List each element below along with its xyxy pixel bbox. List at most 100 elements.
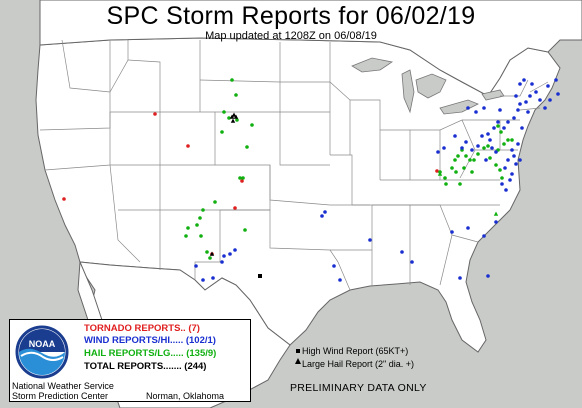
hail-report-marker	[227, 116, 231, 120]
hail-report-marker	[195, 223, 199, 227]
wind-report-marker	[486, 274, 490, 278]
wind-report-marker	[554, 78, 558, 82]
tornado-report-marker	[153, 112, 157, 116]
hail-report-marker	[198, 216, 202, 220]
hail-report-marker	[250, 123, 254, 127]
wind-report-marker	[514, 162, 518, 166]
wind-report-marker	[524, 100, 528, 104]
wind-report-marker	[476, 144, 480, 148]
wind-report-marker	[518, 158, 522, 162]
wind-report-marker	[503, 166, 507, 170]
wind-report-marker	[538, 98, 542, 102]
hail-report-marker	[220, 130, 224, 134]
wind-report-marker	[220, 260, 224, 264]
hail-report-marker	[205, 250, 209, 254]
legend-box: NOAA TORNADO REPORTS.. (7) WIND REPORTS/…	[9, 319, 251, 402]
wind-report-marker	[222, 254, 226, 258]
hail-report-marker	[506, 138, 510, 142]
hail-report-marker	[464, 154, 468, 158]
preliminary-notice: PRELIMINARY DATA ONLY	[290, 382, 427, 394]
hail-report-marker	[241, 176, 245, 180]
wind-report-marker	[211, 276, 215, 280]
hail-report-marker	[201, 208, 205, 212]
hail-report-marker	[186, 226, 190, 230]
tornado-report-count: TORNADO REPORTS.. (7)	[84, 323, 200, 334]
hail-report-marker	[443, 176, 447, 180]
wind-report-marker	[450, 230, 454, 234]
wind-report-marker	[332, 264, 336, 268]
large-hail-key-label: Large Hail Report (2" dia. +)	[302, 359, 414, 369]
wind-report-marker	[228, 252, 232, 256]
tornado-report-marker	[62, 197, 66, 201]
hail-report-marker	[454, 170, 458, 174]
large-hail-report-marker	[233, 114, 239, 119]
high-wind-report-marker	[258, 274, 262, 278]
wind-report-marker	[500, 182, 504, 186]
wind-report-marker	[494, 150, 498, 154]
wind-report-marker	[466, 226, 470, 230]
wind-report-marker	[368, 238, 372, 242]
wind-report-marker	[484, 158, 488, 162]
wind-report-marker	[514, 94, 518, 98]
large-hail-report-marker	[230, 118, 236, 123]
hail-report-marker	[238, 176, 242, 180]
wind-report-marker	[490, 146, 494, 150]
wind-report-marker	[504, 188, 508, 192]
hail-report-marker	[208, 256, 212, 260]
storm-report-markers	[62, 78, 560, 282]
wind-report-marker	[492, 126, 496, 130]
wind-report-marker	[548, 98, 552, 102]
wind-report-marker	[410, 260, 414, 264]
tornado-report-marker	[233, 206, 237, 210]
wind-report-marker	[506, 120, 510, 124]
hail-report-marker	[243, 228, 247, 232]
wind-report-marker	[320, 214, 324, 218]
wind-report-marker	[534, 90, 538, 94]
wind-report-marker	[556, 92, 560, 96]
wind-report-marker	[502, 126, 506, 130]
hail-report-marker	[499, 130, 503, 134]
wind-report-marker	[510, 172, 514, 176]
wind-report-marker	[194, 264, 198, 268]
hail-report-marker	[450, 166, 454, 170]
hail-report-marker	[437, 171, 443, 176]
wind-report-marker	[338, 278, 342, 282]
large-hail-report-marker	[209, 251, 215, 256]
great-lakes	[351, 57, 505, 115]
hail-report-marker	[235, 118, 239, 122]
map-update-timestamp: Map updated at 1208Z on 06/08/19	[205, 30, 377, 42]
wind-report-marker	[543, 106, 547, 110]
wind-report-marker	[516, 108, 520, 112]
wind-report-marker	[510, 148, 514, 152]
wind-report-marker	[436, 150, 440, 154]
wind-report-marker	[522, 78, 526, 82]
wind-report-marker	[494, 220, 498, 224]
wind-report-marker	[516, 142, 520, 146]
hail-report-marker	[482, 146, 486, 150]
wind-report-marker	[486, 132, 490, 136]
hail-report-marker	[472, 158, 476, 162]
hail-report-marker	[502, 142, 506, 146]
hail-report-marker	[510, 138, 514, 142]
hail-report-marker	[199, 234, 203, 238]
hail-report-marker	[498, 168, 502, 172]
wind-report-marker	[480, 134, 484, 138]
wind-report-marker	[546, 84, 550, 88]
hail-report-marker	[222, 110, 226, 114]
wind-report-marker	[442, 146, 446, 150]
hail-report-count: HAIL REPORTS/LG..... (135/9)	[84, 348, 217, 359]
hail-report-marker	[486, 144, 490, 148]
wind-report-marker	[482, 234, 486, 238]
hail-report-marker	[453, 158, 457, 162]
wind-report-marker	[466, 106, 470, 110]
wind-report-marker	[201, 278, 205, 282]
wind-report-marker	[518, 82, 522, 86]
hail-report-marker	[234, 93, 238, 97]
wind-report-marker	[474, 110, 478, 114]
large-hail-report-marker	[231, 112, 237, 117]
tornado-report-marker	[435, 169, 439, 173]
hail-report-marker	[213, 200, 217, 204]
wind-report-marker	[233, 248, 237, 252]
hail-report-marker	[493, 211, 499, 216]
